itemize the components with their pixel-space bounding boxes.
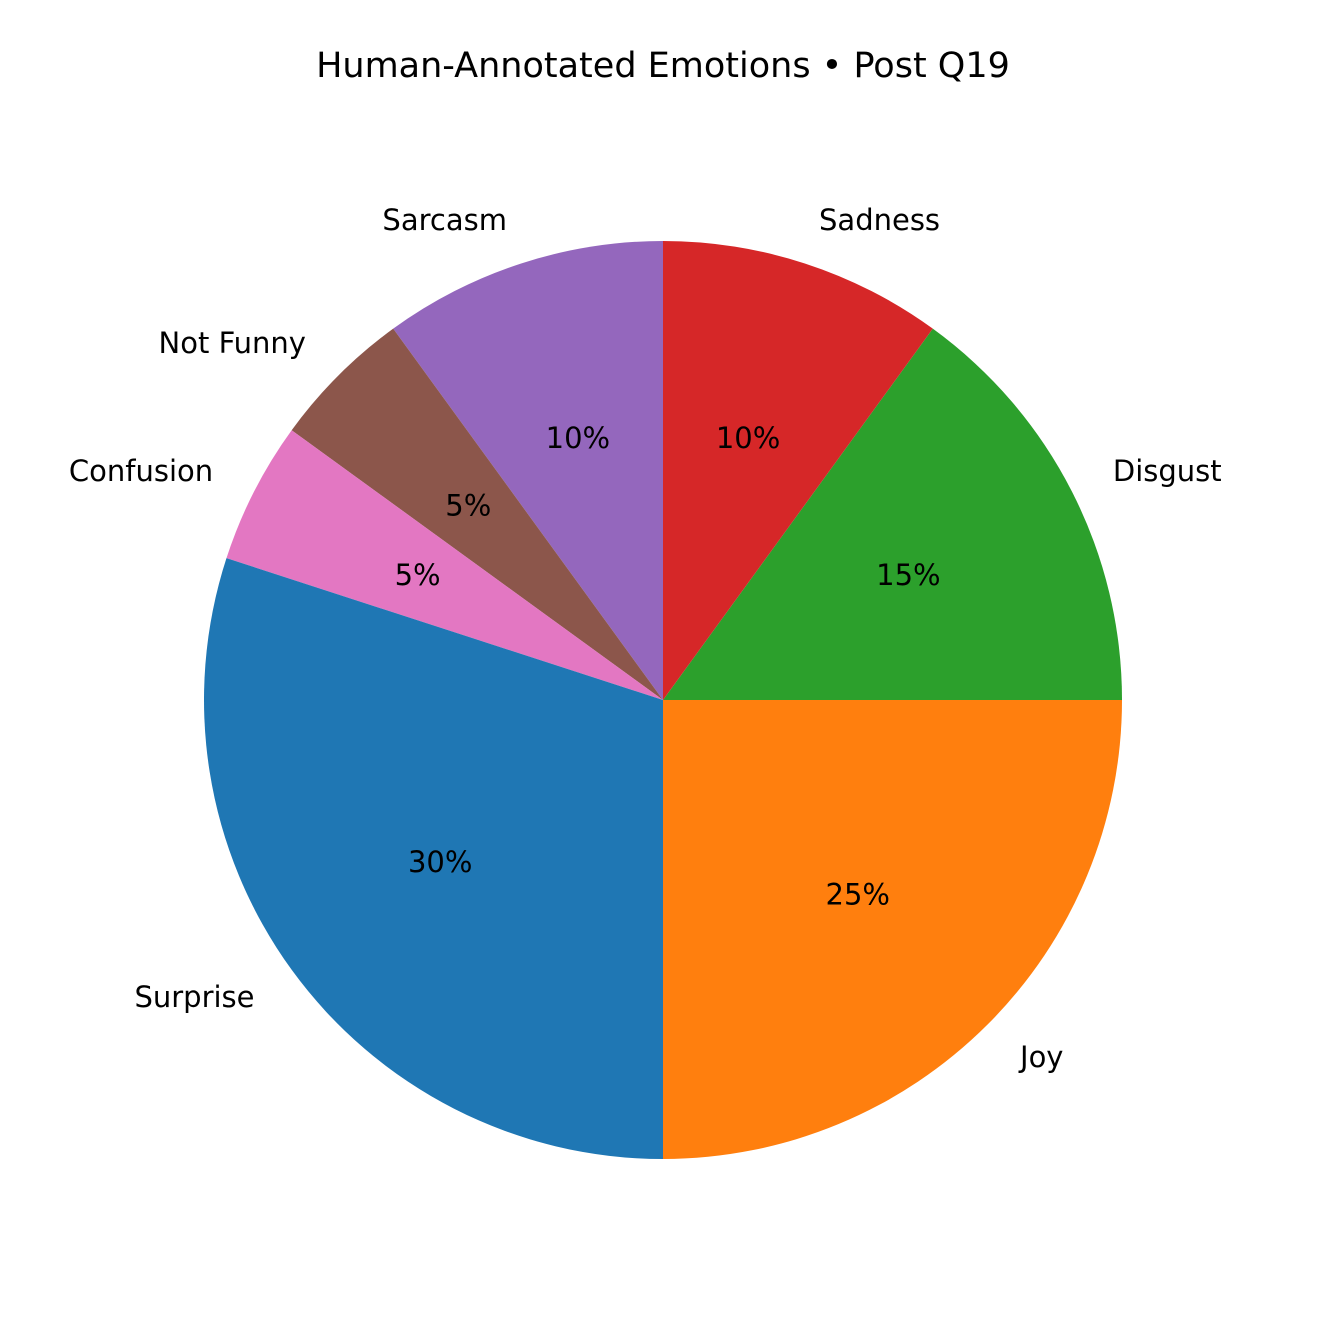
slice-percent-not-funny: 5%: [445, 488, 491, 522]
pie-slice-disgust: [663, 328, 1122, 700]
pie-slices: [203, 241, 1122, 1159]
pie-labels: Disgust 15% Sadness 10% Sarcasm 10% Not Funny 5…: [69, 203, 1222, 1074]
slice-percent-confusion: 5%: [395, 558, 441, 592]
slice-label-sadness: Sadness: [819, 203, 940, 237]
pie-slice-surprise: [203, 558, 663, 1159]
slice-percent-joy: 25%: [826, 878, 890, 912]
pie-slice-joy: [663, 700, 1122, 1159]
slice-label-confusion: Confusion: [69, 454, 213, 488]
slice-label-not-funny: Not Funny: [159, 326, 306, 360]
slice-percent-surprise: 30%: [408, 845, 472, 879]
slice-label-sarcasm: Sarcasm: [382, 203, 507, 237]
pie-slice-sadness: [663, 241, 933, 700]
slice-percent-disgust: 15%: [876, 558, 940, 592]
slice-percent-sarcasm: 10%: [546, 421, 610, 455]
slice-percent-sadness: 10%: [716, 421, 780, 455]
slice-label-surprise: Surprise: [134, 980, 254, 1014]
pie-slice-sarcasm: [393, 241, 663, 700]
pie-slice-not-funny: [291, 328, 663, 700]
pie-slice-confusion: [226, 430, 663, 700]
slice-label-disgust: Disgust: [1113, 454, 1222, 488]
chart-title: Human-Annotated Emotions • Post Q19: [316, 46, 1010, 86]
slice-label-joy: Joy: [1018, 1040, 1063, 1074]
